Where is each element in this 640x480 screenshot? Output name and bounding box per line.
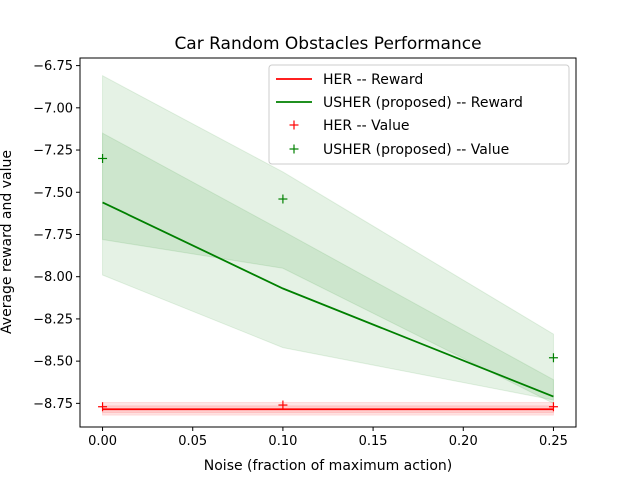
legend-label-usher-reward: USHER (proposed) -- Reward	[323, 95, 523, 111]
legend-label-her-value: HER -- Value	[323, 118, 410, 134]
x-tick-label: 0.25	[539, 434, 568, 449]
point-her-value-0	[98, 402, 108, 412]
legend-frame	[268, 64, 570, 165]
confidence-bands	[102, 74, 554, 416]
point-her-value-1	[278, 400, 288, 410]
x-tick-label: 0.15	[359, 434, 388, 449]
x-axis-label: Noise (fraction of maximum action)	[204, 458, 452, 474]
legend-label-usher-value: USHER (proposed) -- Value	[323, 142, 509, 158]
y-tick-label: −7.50	[33, 186, 73, 201]
band-outer-usher-proposed-reward	[102, 74, 554, 401]
y-axis-label: Average reward and value	[0, 150, 15, 334]
series-markers	[98, 153, 558, 412]
point-her-value-2	[548, 402, 558, 412]
point-usher-proposed-value-0	[98, 153, 108, 163]
x-tick-label: 0.05	[178, 434, 207, 449]
point-usher-proposed-value-1	[278, 194, 288, 204]
y-tick-label: −8.50	[33, 355, 73, 370]
y-tick-label: −8.00	[33, 270, 73, 285]
y-tick-label: −8.75	[33, 397, 73, 412]
legend-label-her-reward: HER -- Reward	[323, 72, 423, 88]
y-tick-label: −8.25	[33, 312, 73, 327]
y-axis-ticks: −6.75 −7.00 −7.25 −7.50 −7.75 −8.00 −8.25 −8.50…	[33, 59, 80, 412]
legend: HER -- Reward USHER (proposed) -- Reward…	[268, 64, 570, 165]
x-tick-label: 0.10	[268, 434, 297, 449]
x-axis-ticks: 0.00 0.05 0.10 0.15 0.20 0.25	[88, 427, 568, 449]
line-usher-proposed-reward	[102, 201, 554, 398]
y-tick-label: −7.00	[33, 101, 73, 116]
point-usher-proposed-value-2	[548, 353, 558, 363]
x-tick-label: 0.20	[449, 434, 478, 449]
legend-swatch-usher-value	[289, 144, 299, 154]
y-tick-label: −6.75	[33, 59, 73, 74]
chart-title: Car Random Obstacles Performance	[174, 34, 481, 54]
x-tick-label: 0.00	[88, 434, 117, 449]
y-tick-label: −7.75	[33, 228, 73, 243]
legend-swatch-her-value	[289, 120, 299, 130]
y-tick-label: −7.25	[33, 144, 73, 159]
plot-frame	[79, 57, 577, 428]
